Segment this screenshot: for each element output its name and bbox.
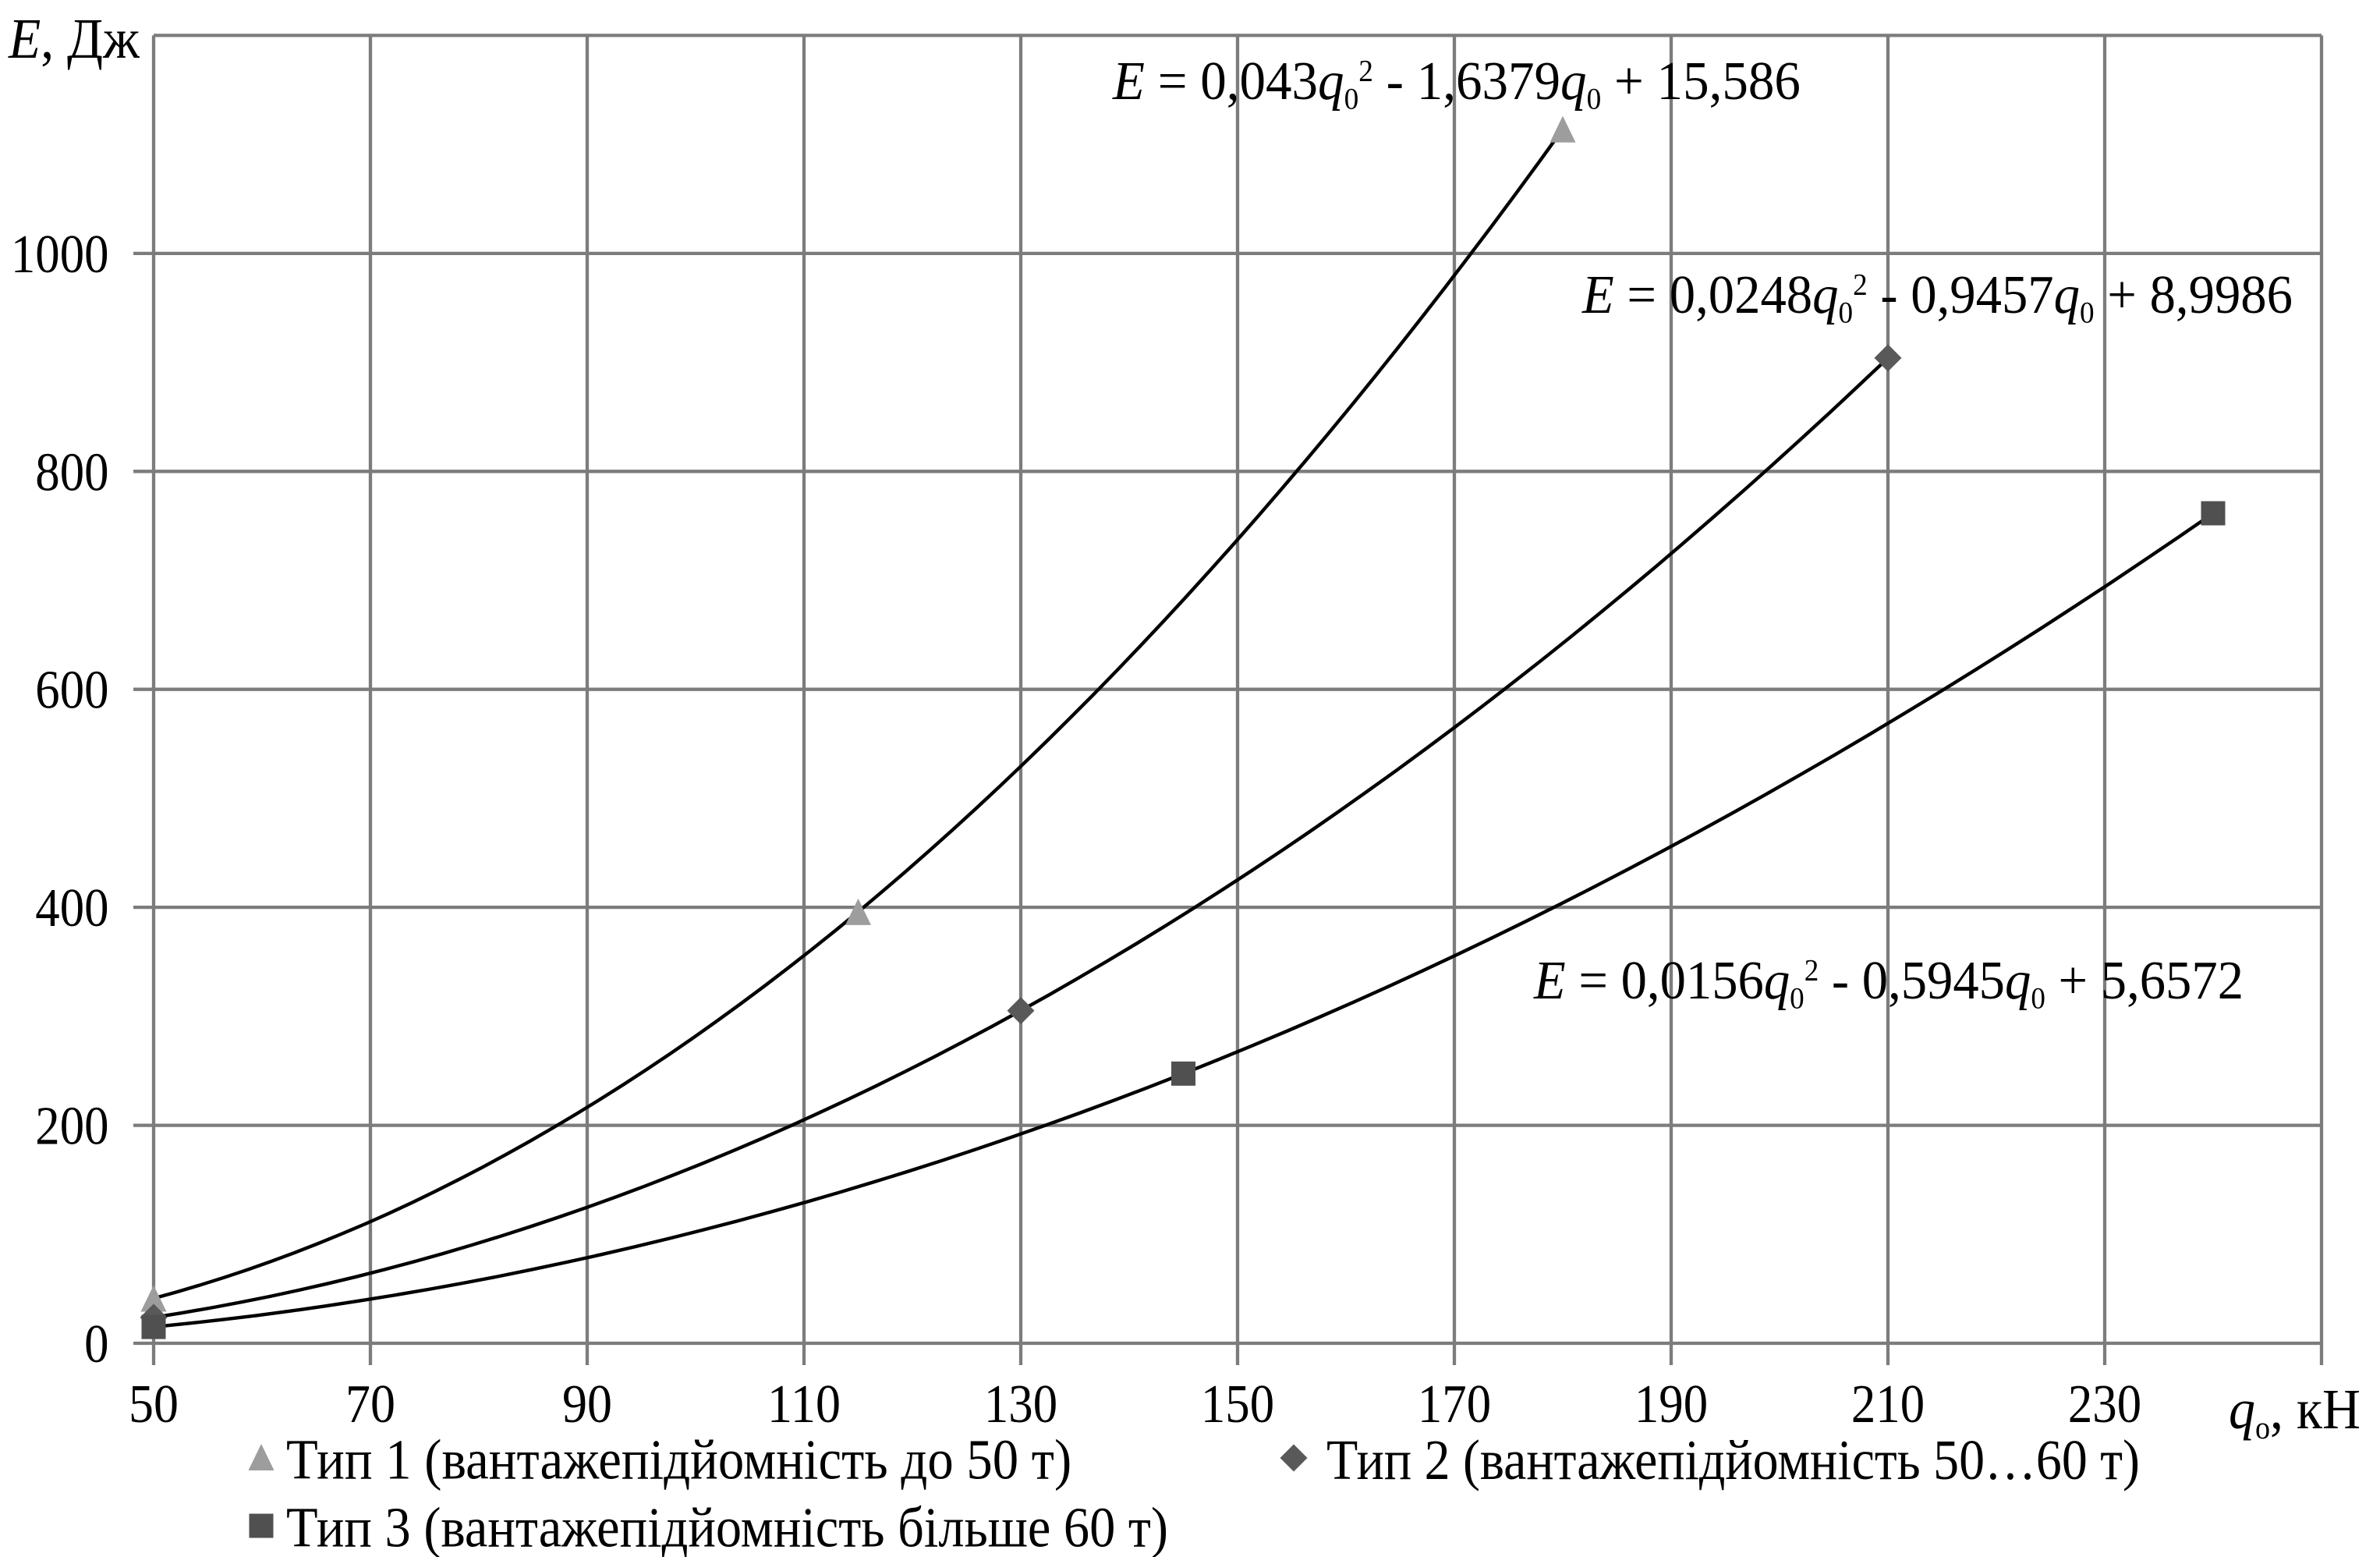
svg-text:400: 400 <box>35 878 108 938</box>
svg-text:qо, кН: qо, кН <box>2229 1378 2361 1446</box>
svg-text:110: 110 <box>767 1374 841 1435</box>
svg-text:170: 170 <box>1418 1374 1491 1435</box>
svg-text:E = 0,043q02 - 1,6379q0 + 15,5: E = 0,043q02 - 1,6379q0 + 15,586 <box>1112 51 1801 116</box>
svg-text:210: 210 <box>1851 1374 1925 1435</box>
svg-text:600: 600 <box>35 661 108 721</box>
svg-text:Тип 1 (вантажепідйомність до 5: Тип 1 (вантажепідйомність до 50 т) <box>286 1429 1071 1491</box>
svg-text:70: 70 <box>345 1373 395 1434</box>
svg-text:230: 230 <box>2068 1374 2141 1435</box>
svg-text:E = 0,0248q02 - 0,9457q0 + 8,9: E = 0,0248q02 - 0,9457q0 + 8,9986 <box>1581 264 2293 330</box>
svg-text:1000: 1000 <box>11 225 109 285</box>
svg-text:190: 190 <box>1634 1374 1708 1435</box>
svg-text:E = 0,0156q02 - 0,5945q0 + 5,6: E = 0,0156q02 - 0,5945q0 + 5,6572 <box>1533 950 2244 1016</box>
svg-text:200: 200 <box>35 1097 108 1157</box>
svg-text:0: 0 <box>84 1314 108 1374</box>
svg-text:90: 90 <box>562 1373 612 1434</box>
svg-text:130: 130 <box>984 1374 1057 1435</box>
svg-text:800: 800 <box>35 442 108 502</box>
svg-text:Тип 2 (вантажепідйомність 50…6: Тип 2 (вантажепідйомність 50…60 т) <box>1326 1429 2140 1492</box>
svg-text:50: 50 <box>129 1373 179 1434</box>
svg-text:E, Дж: E, Дж <box>8 8 140 71</box>
svg-text:150: 150 <box>1201 1374 1274 1435</box>
svg-text:Тип 3 (вантажепідйомність біль: Тип 3 (вантажепідйомність більше 60 т) <box>286 1497 1168 1557</box>
